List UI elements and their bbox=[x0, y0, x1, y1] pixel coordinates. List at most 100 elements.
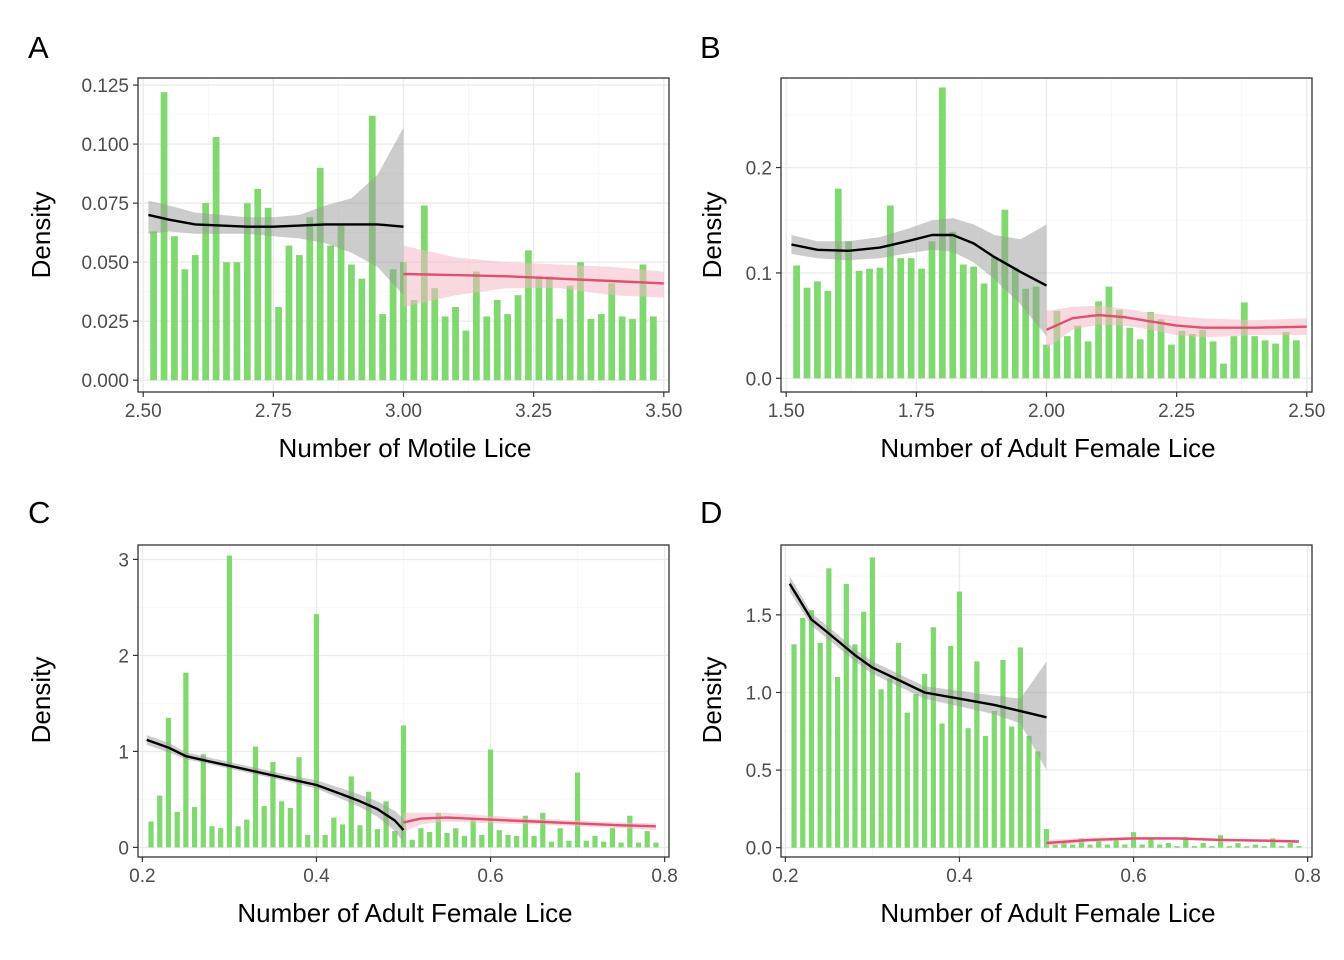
histogram-bar bbox=[1009, 726, 1015, 848]
histogram-bar bbox=[223, 262, 230, 381]
histogram-bar bbox=[1183, 836, 1189, 848]
histogram-bar bbox=[461, 835, 468, 848]
histogram-bar bbox=[202, 203, 210, 381]
y-tick-label: 0.5 bbox=[746, 761, 772, 782]
x-tick-label: 2.00 bbox=[1028, 401, 1065, 422]
histogram-bar bbox=[1287, 843, 1293, 848]
histogram-bar bbox=[791, 644, 797, 848]
histogram-bar bbox=[1043, 344, 1050, 379]
right-fit-line bbox=[403, 816, 656, 828]
x-tick-label: 2.25 bbox=[1158, 401, 1195, 422]
histogram-bar bbox=[855, 270, 863, 379]
panel-tag: A bbox=[28, 30, 49, 65]
y-tick-label: 0.100 bbox=[81, 135, 129, 156]
histogram-bar bbox=[487, 749, 494, 848]
histogram-bar bbox=[479, 834, 485, 848]
histogram-bar bbox=[306, 217, 314, 381]
histogram-bar bbox=[270, 761, 276, 848]
histogram-bar bbox=[869, 557, 876, 848]
histogram-bar bbox=[418, 828, 424, 848]
histogram-bar bbox=[171, 236, 178, 381]
histogram-bar bbox=[540, 812, 546, 848]
histogram-bar bbox=[1178, 330, 1186, 379]
histogram-bar bbox=[618, 842, 624, 848]
histogram-bar bbox=[959, 264, 967, 379]
histogram-bar bbox=[814, 281, 821, 379]
histogram-bar bbox=[366, 791, 372, 848]
histogram-bar bbox=[1199, 329, 1207, 379]
histogram-bar bbox=[545, 276, 553, 381]
histogram-bar bbox=[285, 245, 293, 381]
histogram-bar bbox=[264, 207, 272, 381]
histogram-bar bbox=[1035, 751, 1041, 848]
histogram-bar bbox=[907, 258, 915, 379]
histogram-bar bbox=[548, 841, 555, 848]
histogram-bar bbox=[949, 231, 957, 379]
histogram-bar bbox=[897, 258, 905, 379]
histogram-bar bbox=[627, 815, 633, 848]
histogram-bar bbox=[1148, 838, 1154, 848]
histogram-bar bbox=[930, 627, 936, 848]
histogram-bar bbox=[1296, 846, 1302, 848]
histogram-bar bbox=[609, 828, 616, 848]
histogram-bar bbox=[181, 269, 189, 381]
histogram-bar bbox=[653, 842, 659, 848]
y-tick-label: 0.025 bbox=[81, 312, 129, 333]
histogram-bar bbox=[834, 676, 841, 848]
histogram-bar bbox=[1096, 839, 1102, 848]
plot-area: 2.50 2.75 3.00 3.25 3.50 0.000 0.025 0.050 0.075… bbox=[81, 76, 682, 422]
histogram-bar bbox=[876, 267, 884, 379]
plot-content bbox=[788, 557, 1302, 848]
histogram-bar bbox=[472, 271, 480, 381]
histogram-bar bbox=[444, 833, 450, 848]
y-axis-title: Density bbox=[697, 192, 727, 279]
histogram-bar bbox=[374, 829, 380, 848]
histogram-bar bbox=[261, 806, 267, 848]
histogram-bar bbox=[1226, 846, 1232, 848]
histogram-bar bbox=[1165, 843, 1171, 848]
histogram-bar bbox=[453, 828, 459, 848]
histogram-bar bbox=[522, 815, 528, 848]
y-tick-label: 0 bbox=[118, 838, 129, 859]
histogram-bar bbox=[845, 241, 853, 379]
histogram-bar bbox=[331, 817, 337, 848]
histogram-bar bbox=[295, 255, 303, 381]
y-tick-label: 2 bbox=[118, 646, 129, 667]
histogram-bar bbox=[389, 269, 397, 381]
histogram-bar bbox=[287, 808, 293, 848]
histogram-bar bbox=[157, 795, 163, 848]
histogram-bar bbox=[358, 278, 366, 381]
histogram-bar bbox=[483, 316, 491, 381]
x-tick-label: 0.6 bbox=[1120, 866, 1146, 887]
histogram-bar bbox=[970, 266, 978, 379]
histogram-bar bbox=[895, 642, 902, 848]
histogram-bar bbox=[608, 283, 616, 381]
panel-tag: C bbox=[28, 495, 50, 530]
histogram-bar bbox=[235, 826, 241, 848]
y-tick-label: 0.0 bbox=[746, 839, 772, 860]
histogram-bar bbox=[441, 316, 449, 381]
histogram-bar bbox=[965, 728, 971, 848]
x-tick-label: 0.2 bbox=[772, 866, 798, 887]
x-tick-label: 2.50 bbox=[1288, 401, 1325, 422]
y-tick-label: 1.5 bbox=[746, 606, 772, 627]
x-tick-label: 2.50 bbox=[125, 401, 162, 422]
histogram-bar bbox=[597, 314, 605, 381]
histogram-bar bbox=[531, 835, 537, 848]
histogram-bar bbox=[174, 811, 180, 848]
histogram-bar bbox=[649, 316, 657, 381]
plot-area: 0.2 0.4 0.6 0.8 0.0 0.5 1.0 1.5 bbox=[746, 544, 1321, 887]
panel-d: D 0.2 0.4 0.6 0.8 0.0 0.5 1.0 1.5 Number of Adu… bbox=[697, 495, 1321, 928]
histogram-bar bbox=[1053, 310, 1061, 379]
histogram-bar bbox=[629, 318, 636, 381]
histogram-bar bbox=[1244, 846, 1250, 848]
histogram-bar bbox=[435, 812, 441, 848]
x-axis-title: Number of Motile Lice bbox=[279, 433, 532, 463]
histogram-bar bbox=[1130, 832, 1137, 848]
histogram-bar bbox=[556, 318, 564, 381]
histogram-bar bbox=[1115, 309, 1123, 379]
histogram-bar bbox=[252, 746, 259, 848]
x-tick-label: 0.8 bbox=[1294, 866, 1320, 887]
histogram-bar bbox=[1087, 844, 1093, 848]
histogram-bar bbox=[1252, 844, 1259, 848]
